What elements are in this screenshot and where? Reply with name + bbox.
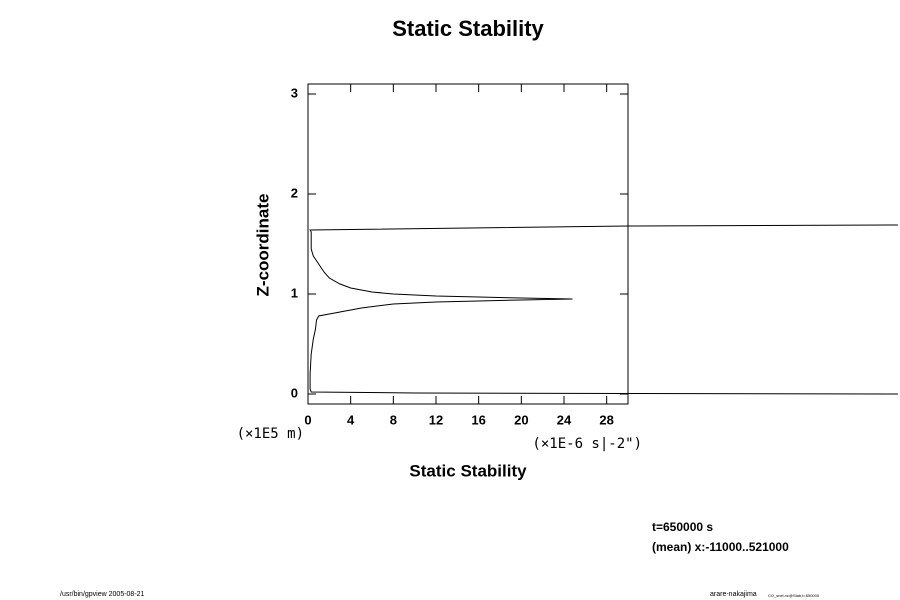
y-tick-label: 3	[291, 85, 298, 100]
x-tick-label: 24	[557, 412, 572, 427]
x-tick-label: 12	[429, 412, 443, 427]
profile-line	[309, 224, 898, 395]
y-tick-label: 0	[291, 385, 298, 400]
footer-right-sub: CO_snel.nc@Stab,t=650000	[768, 593, 820, 598]
footer-left: /usr/bin/gpview 2005-08-21	[60, 591, 145, 598]
annotation: t=650000 s	[652, 520, 713, 534]
plot-frame	[307, 83, 629, 405]
x-tick-label: 0	[304, 412, 311, 427]
y-unit: (×1E5 m)	[237, 426, 304, 442]
x-tick-label: 4	[347, 412, 355, 427]
chart-title: Static Stability	[392, 16, 544, 41]
annotation: (mean) x:-11000..521000	[652, 540, 789, 554]
x-tick-label: 20	[514, 412, 528, 427]
x-unit: (×1E-6 s|-2")	[532, 436, 642, 452]
y-tick-label: 1	[291, 285, 298, 300]
x-tick-label: 8	[390, 412, 397, 427]
x-tick-label: 16	[471, 412, 485, 427]
y-tick-label: 2	[291, 185, 298, 200]
x-tick-label: 28	[599, 412, 613, 427]
y-axis-label: Z-coordinate	[253, 194, 272, 297]
footer-right: arare-nakajima	[710, 591, 757, 598]
x-axis-label: Static Stability	[409, 461, 527, 480]
